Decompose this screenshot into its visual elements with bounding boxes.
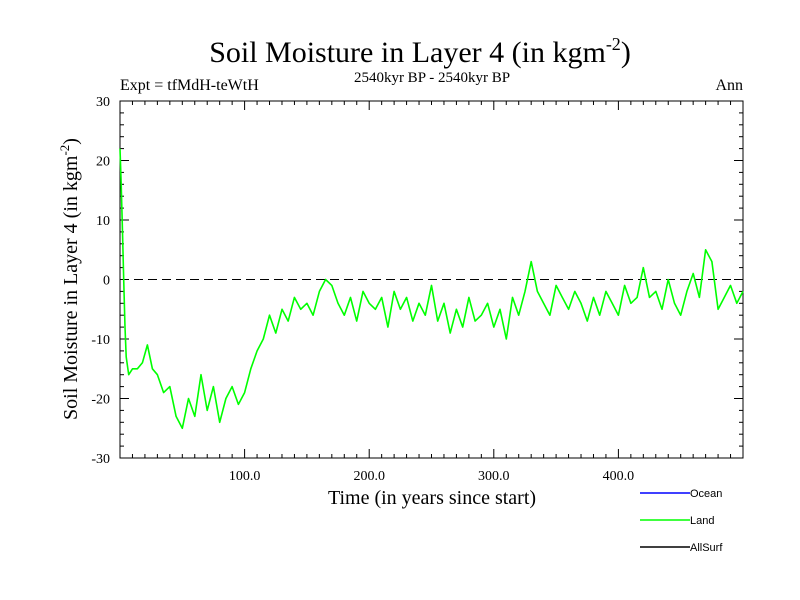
y-axis-label: Soil Moisture in Layer 4 (in kgm-2) [57, 138, 82, 420]
series-land-line [119, 148, 744, 430]
chart-title: Soil Moisture in Layer 4 (in kgm-2) [209, 34, 631, 69]
y-tick-label: 0 [103, 274, 110, 289]
legend-allsurf-label: AllSurf [690, 542, 723, 554]
y-tick-label: -30 [91, 452, 110, 467]
y-tick-label: -10 [91, 333, 110, 348]
x-axis-label: Time (in years since start) [328, 487, 536, 509]
y-tick-label: 20 [96, 155, 110, 170]
experiment-label: Expt = tfMdH-teWtH [120, 77, 259, 94]
axis-tick-labels: 100.0 200.0 300.0 400.0 -30 -20 -10 0 10 20 30 [91, 95, 634, 484]
legend: Ocean Land AllSurf [640, 488, 723, 554]
x-tick-label: 300.0 [478, 469, 510, 484]
legend-ocean-label: Ocean [690, 488, 722, 500]
y-tick-label: 30 [96, 95, 110, 110]
y-tick-label: 10 [96, 214, 110, 229]
period-label: 2540kyr BP - 2540kyr BP [354, 70, 510, 86]
legend-land-label: Land [690, 515, 714, 527]
season-label: Ann [715, 77, 743, 94]
x-tick-label: 200.0 [353, 469, 385, 484]
x-tick-label: 100.0 [229, 469, 261, 484]
y-tick-label: -20 [91, 393, 110, 408]
x-tick-label: 400.0 [603, 469, 635, 484]
